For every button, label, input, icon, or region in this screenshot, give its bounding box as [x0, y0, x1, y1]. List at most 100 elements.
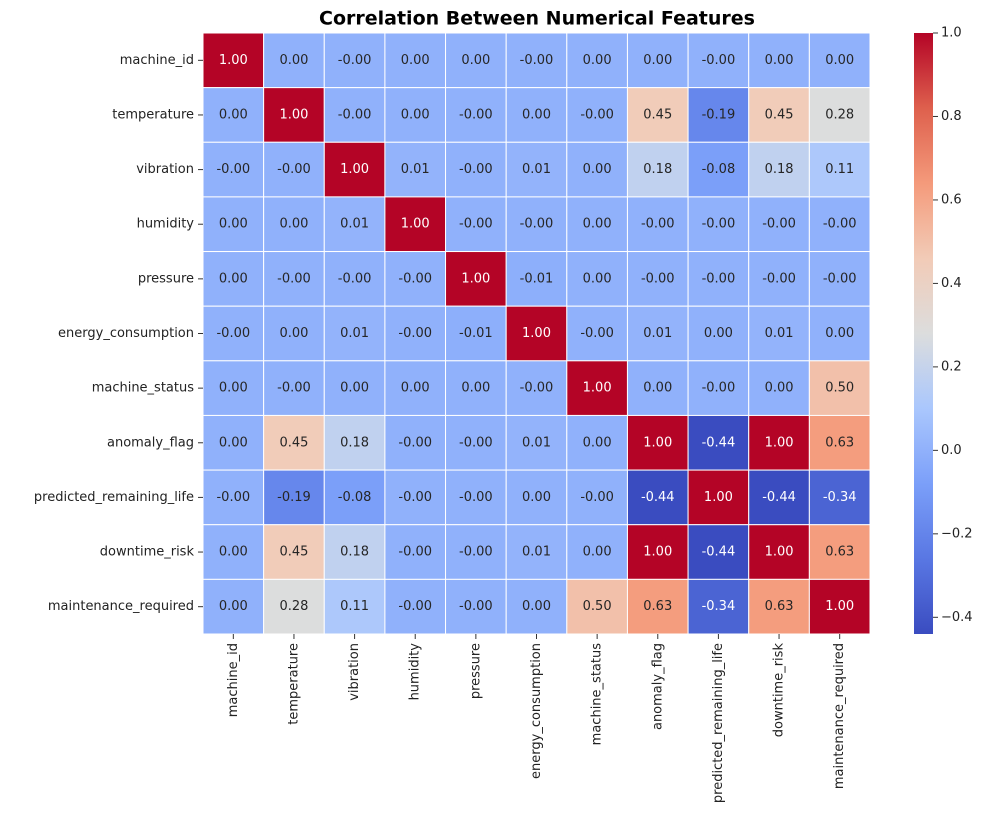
y-tick-label: anomaly_flag — [107, 435, 194, 450]
cell-label: 0.11 — [825, 162, 854, 177]
cell-label: -0.00 — [520, 53, 554, 68]
heatmap-cell — [384, 414, 447, 471]
heatmap-cell — [445, 414, 507, 471]
heatmap-cell — [626, 578, 689, 635]
cell-label: -0.00 — [398, 271, 432, 286]
cell-label: 0.00 — [401, 107, 430, 122]
cell-label: 0.45 — [765, 107, 794, 122]
cell-label: 0.28 — [825, 107, 854, 122]
cell-label: 0.00 — [583, 271, 612, 286]
heatmap-cell — [202, 87, 265, 143]
heatmap-cell — [445, 87, 507, 143]
cell-label: 0.00 — [461, 381, 490, 396]
cell-label: -0.00 — [641, 217, 675, 232]
cell-label: 0.00 — [765, 53, 794, 68]
heatmap-cell — [505, 578, 568, 635]
heatmap-cell — [687, 469, 750, 526]
cell-label: 0.00 — [219, 107, 248, 122]
x-tick-label: machine_id — [226, 643, 241, 717]
heatmap-cell — [808, 469, 871, 526]
x-tick-label: maintenance_required — [832, 643, 847, 789]
cell-label: 0.45 — [643, 107, 672, 122]
heatmap-cell — [808, 251, 871, 307]
cell-label: 0.00 — [825, 53, 854, 68]
cell-label: 0.18 — [340, 435, 369, 450]
cell-label: 0.00 — [522, 107, 551, 122]
cell-label: -0.00 — [762, 217, 796, 232]
colorbar-tick-label: 0.4 — [941, 276, 962, 291]
cell-label: -0.00 — [520, 381, 554, 396]
heatmap-cell — [808, 87, 871, 143]
colorbar — [914, 33, 933, 634]
colorbar-tick-label: 0.0 — [941, 443, 962, 458]
heatmap-cell — [687, 578, 750, 635]
heatmap-cell — [626, 469, 689, 526]
cell-label: 1.00 — [643, 435, 672, 450]
heatmap-cell — [808, 414, 871, 471]
cell-label: 0.00 — [340, 381, 369, 396]
cell-label: 0.00 — [583, 162, 612, 177]
cell-label: 1.00 — [765, 545, 794, 560]
heatmap-cell — [808, 524, 871, 580]
cell-label: 0.45 — [279, 545, 308, 560]
cell-label: -0.44 — [702, 435, 736, 450]
cell-label: -0.19 — [702, 107, 736, 122]
heatmap-cell — [626, 32, 689, 89]
x-tick-label: downtime_risk — [772, 643, 787, 738]
heatmap-cell — [323, 360, 386, 416]
colorbar-tick-label: −0.2 — [941, 526, 973, 541]
cell-label: 1.00 — [461, 271, 490, 286]
heatmap-cell — [626, 87, 689, 143]
cell-label: -0.44 — [641, 490, 675, 505]
cell-label: -0.00 — [459, 545, 493, 560]
heatmap-cell — [808, 305, 871, 362]
cell-label: -0.01 — [520, 271, 554, 286]
cell-label: -0.00 — [459, 490, 493, 505]
heatmap-cell — [202, 360, 265, 416]
heatmap-cell — [263, 251, 325, 307]
heatmap-cell — [566, 414, 628, 471]
x-tick-label: pressure — [468, 643, 483, 699]
cell-label: -0.00 — [277, 381, 311, 396]
x-tick-label: humidity — [408, 643, 423, 701]
x-tick-label: temperature — [286, 643, 301, 725]
cell-label: 0.01 — [765, 326, 794, 341]
cell-label: -0.00 — [398, 490, 432, 505]
heatmap-cell — [263, 32, 325, 89]
cell-label: 0.01 — [401, 162, 430, 177]
heatmap-cell — [505, 32, 568, 89]
heatmap-cell — [323, 578, 386, 635]
y-tick-label: temperature — [112, 107, 194, 122]
cell-label: 0.18 — [643, 162, 672, 177]
cell-label: 1.00 — [704, 490, 733, 505]
heatmap-cell — [687, 305, 750, 362]
heatmap-cell — [445, 524, 507, 580]
cell-label: -0.00 — [580, 326, 614, 341]
x-tick-label: machine_status — [590, 643, 605, 746]
heatmap-cell — [505, 196, 568, 253]
cell-label: 0.01 — [522, 545, 551, 560]
cell-label: 1.00 — [219, 53, 248, 68]
cell-label: 1.00 — [522, 326, 551, 341]
heatmap-cell — [808, 32, 871, 89]
heatmap-cell — [748, 251, 810, 307]
heatmap-cell — [263, 360, 325, 416]
cell-label: -0.01 — [459, 326, 493, 341]
cell-label: 0.18 — [765, 162, 794, 177]
heatmap-cell — [748, 32, 810, 89]
cell-label: -0.00 — [580, 490, 614, 505]
cell-label: 1.00 — [340, 162, 369, 177]
heatmap-cell — [323, 87, 386, 143]
heatmap-cell — [384, 360, 447, 416]
cell-label: 1.00 — [401, 217, 430, 232]
y-tick-label: maintenance_required — [48, 599, 194, 614]
x-tick-label: energy_consumption — [529, 643, 544, 779]
heatmap-cell — [384, 305, 447, 362]
cell-label: -0.00 — [398, 326, 432, 341]
cell-label: -0.00 — [580, 107, 614, 122]
heatmap-cell — [566, 87, 628, 143]
heatmap-cell — [505, 305, 568, 362]
heatmap-cell — [263, 414, 325, 471]
heatmap-cell — [323, 141, 386, 198]
